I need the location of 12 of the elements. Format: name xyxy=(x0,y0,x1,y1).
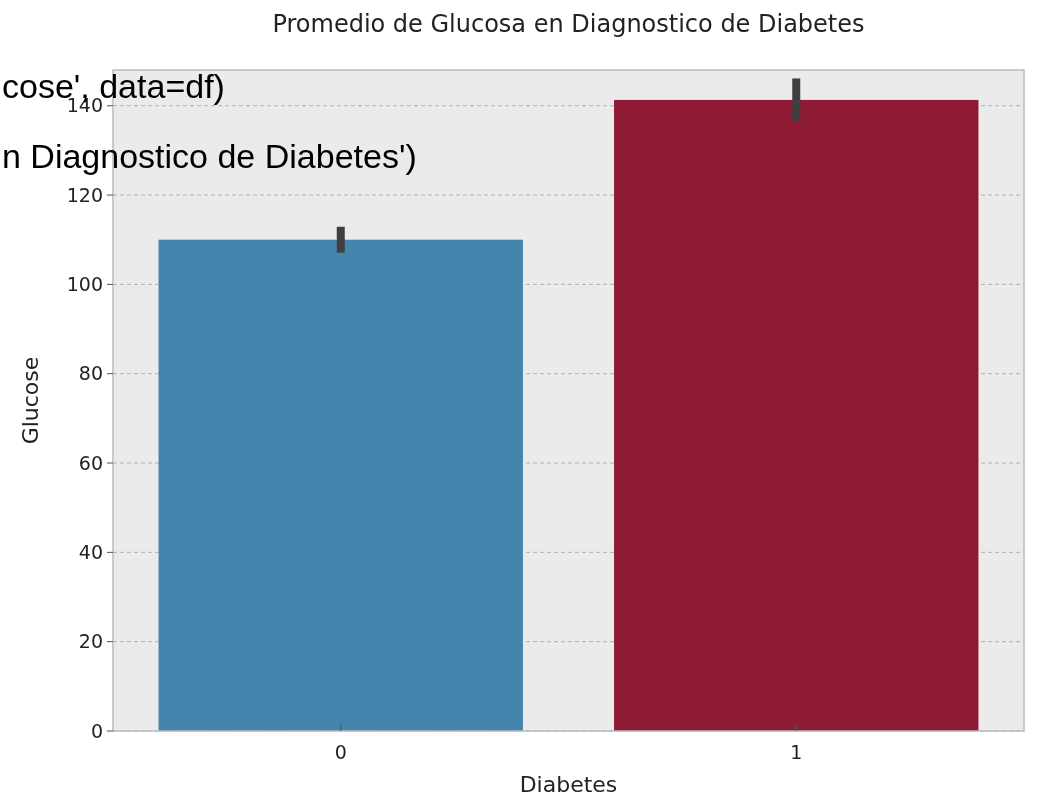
x-tick-label: 1 xyxy=(790,741,803,763)
y-tick-label: 40 xyxy=(78,541,103,563)
y-tick-label: 100 xyxy=(66,273,103,296)
y-axis-title: Glucose xyxy=(18,356,43,445)
annotation: n Diagnostico de Diabetes') xyxy=(2,137,417,175)
y-tick-label: 80 xyxy=(78,362,103,385)
y-tick-label: 120 xyxy=(66,183,103,206)
y-tick-label: 20 xyxy=(78,630,103,653)
chart-title: Promedio de Glucosa en Diagnostico de Diabetes xyxy=(272,10,865,38)
y-tick-label: 0 xyxy=(90,719,103,742)
x-axis-title: Diabetes xyxy=(519,772,618,797)
y-tick-label: 60 xyxy=(78,451,103,474)
